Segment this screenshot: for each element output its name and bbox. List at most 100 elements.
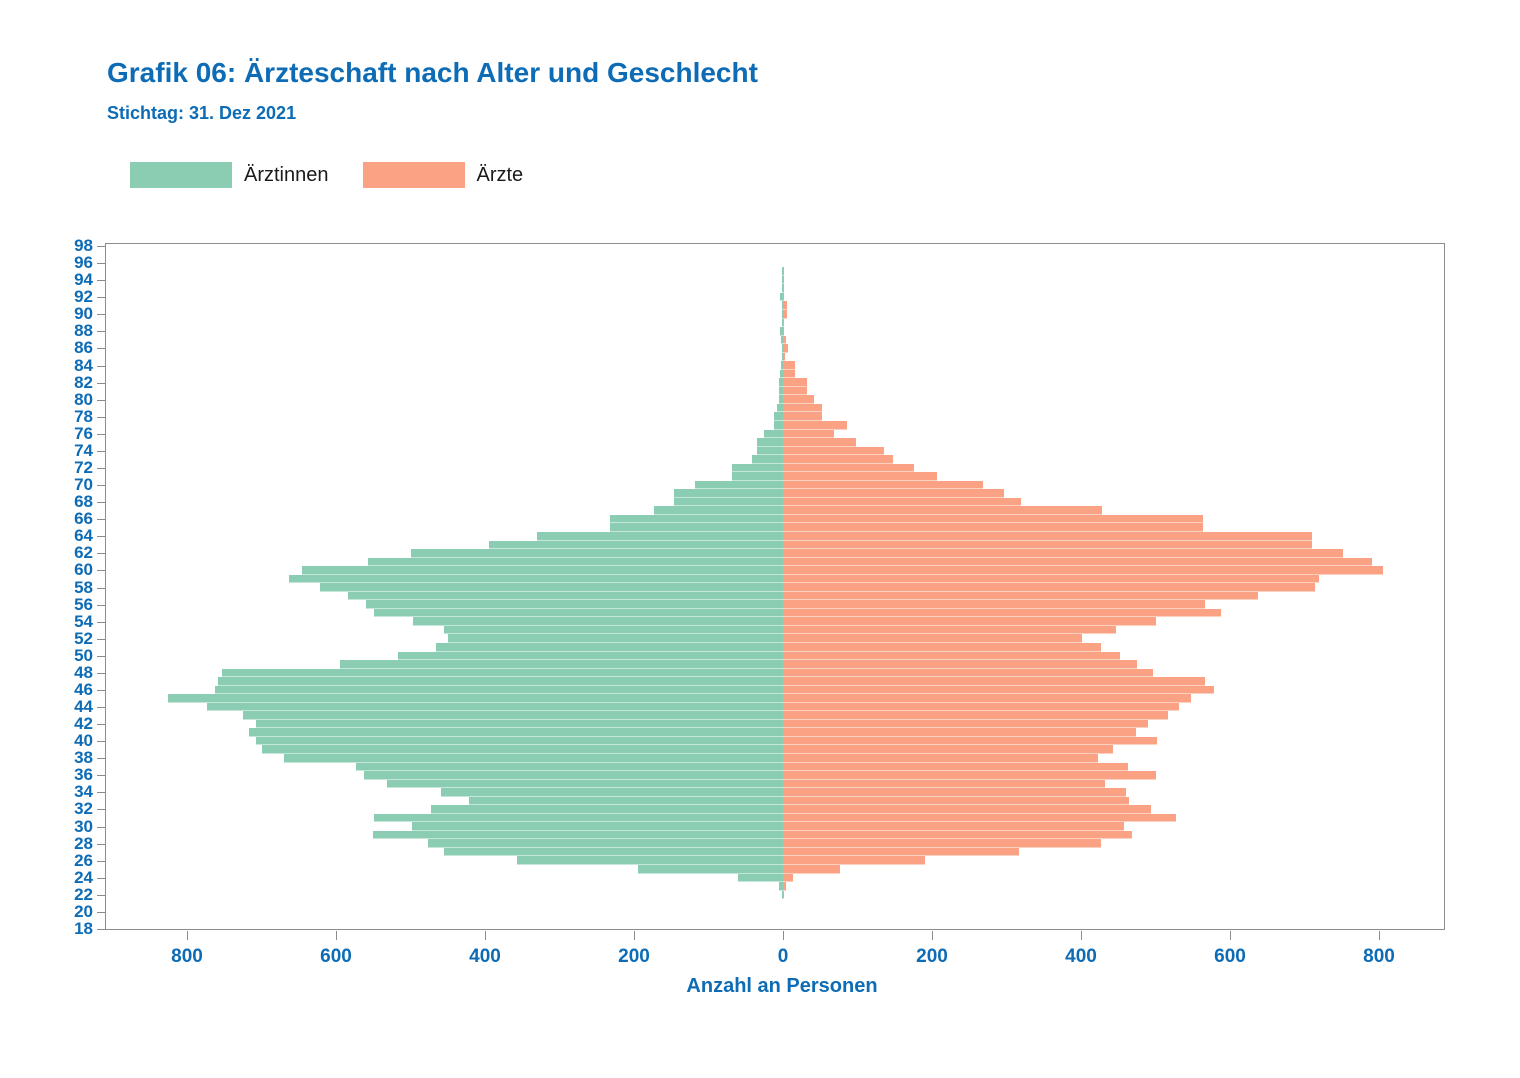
bar-aerztinnen-age-55: [373, 608, 783, 618]
y-tick-label-30: 30: [74, 816, 93, 836]
bar-aerztinnen-age-54: [412, 617, 783, 626]
bar-aerzte-age-32: [783, 805, 1152, 814]
bar-aerztinnen-age-50: [397, 651, 783, 661]
bar-aerzte-age-62: [783, 549, 1344, 558]
plot-area: 98 96 94 92 90 88 86 84 82 80 78 76 74 72 70 68 66 64 62 60…: [74, 236, 1445, 967]
y-tick-96: [97, 263, 105, 265]
y-tick-label-46: 46: [74, 679, 93, 699]
bar-aerztinnen-age-78: [774, 412, 783, 421]
y-tick-label-70: 70: [74, 475, 93, 495]
y-tick-56: [97, 604, 105, 606]
bar-aerztinnen-age-57: [347, 591, 783, 601]
x-tick-200-right: [932, 931, 933, 940]
bar-aerzte-age-93: [783, 284, 784, 293]
bar-aerztinnen-age-49: [340, 660, 783, 669]
bar-aerztinnen-age-45: [167, 694, 783, 703]
bar-aerztinnen-age-84: [780, 361, 783, 370]
x-tick-800-right: [1379, 931, 1380, 940]
bar-aerztinnen-age-64: [537, 532, 783, 541]
bar-aerzte-age-33: [783, 796, 1130, 806]
bar-aerztinnen-age-94: [782, 275, 783, 285]
bar-aerzte-age-52: [783, 634, 1082, 643]
bar-aerztinnen-age-69: [674, 489, 783, 498]
bar-aerzte-age-70: [783, 480, 983, 490]
bar-aerzte-age-31: [783, 813, 1177, 823]
y-tick-label-74: 74: [74, 440, 93, 460]
bar-aerztinnen-age-66: [610, 514, 783, 524]
bar-aerzte-age-66: [783, 514, 1204, 524]
y-tick-label-36: 36: [74, 765, 93, 785]
bar-aerztinnen-age-23: [778, 882, 783, 891]
y-tick-54: [97, 621, 105, 623]
y-tick-90: [97, 314, 105, 316]
y-tick-94: [97, 280, 105, 282]
bar-aerzte-age-79: [783, 403, 822, 413]
bar-aerztinnen-age-77: [774, 421, 783, 430]
bar-aerzte-age-67: [783, 506, 1102, 515]
legend: Ärztinnen Ärzte: [130, 161, 557, 189]
y-tick-label-22: 22: [74, 884, 93, 904]
bar-aerztinnen-age-53: [444, 625, 783, 635]
bar-aerzte-age-75: [783, 438, 856, 447]
bar-aerztinnen-age-63: [488, 540, 783, 550]
bar-aerzte-age-39: [783, 745, 1114, 754]
bar-aerztinnen-age-25: [637, 864, 783, 874]
y-tick-36: [97, 775, 105, 777]
bar-aerztinnen-age-46: [214, 685, 783, 695]
y-tick-label-26: 26: [74, 850, 93, 870]
bar-aerzte-age-53: [783, 625, 1116, 635]
y-tick-label-58: 58: [74, 577, 93, 597]
y-tick-92: [97, 297, 105, 299]
bar-aerzte-age-45: [783, 694, 1191, 703]
y-tick-label-40: 40: [74, 731, 93, 751]
y-tick-76: [97, 433, 105, 435]
y-tick-24: [97, 877, 105, 879]
bar-aerzte-age-76: [783, 429, 834, 439]
y-tick-label-64: 64: [74, 526, 93, 546]
bar-aerzte-age-69: [783, 489, 1005, 498]
y-tick-80: [97, 399, 105, 401]
y-tick-label-20: 20: [74, 901, 93, 921]
bar-aerzte-age-56: [783, 600, 1206, 609]
y-tick-98: [97, 246, 105, 247]
y-tick-72: [97, 467, 105, 469]
y-tick-26: [97, 860, 105, 862]
bar-aerzte-age-38: [783, 753, 1099, 763]
bar-aerztinnen-age-59: [289, 574, 783, 584]
bar-aerztinnen-age-24: [738, 873, 783, 883]
y-tick-78: [97, 416, 105, 418]
bar-aerzte-age-42: [783, 719, 1149, 729]
y-tick-label-56: 56: [74, 594, 93, 614]
bar-aerzte-age-47: [783, 677, 1205, 686]
bar-aerztinnen-age-67: [654, 506, 783, 515]
bar-aerztinnen-age-68: [674, 497, 783, 507]
bar-aerztinnen-age-70: [695, 480, 783, 490]
bar-aerzte-age-83: [783, 369, 795, 379]
y-tick-label-86: 86: [74, 338, 93, 358]
chart-subtitle: Stichtag: 31. Dez 2021: [107, 103, 297, 123]
x-tick-0: [783, 931, 784, 940]
bar-aerztinnen-age-90: [782, 310, 783, 319]
bar-aerzte-age-92: [783, 292, 784, 302]
bar-aerztinnen-age-89: [782, 318, 783, 328]
bar-aerzte-age-48: [783, 668, 1153, 678]
y-tick-label-54: 54: [74, 611, 93, 631]
y-tick-18: [97, 929, 105, 930]
bar-aerzte-age-73: [783, 455, 894, 464]
bar-aerzte-age-87: [783, 335, 786, 345]
y-tick-58: [97, 587, 105, 589]
bar-aerzte-age-58: [783, 583, 1315, 592]
legend-swatch-aerzte: [362, 162, 465, 188]
y-tick-64: [97, 536, 105, 538]
bar-aerzte-age-41: [783, 728, 1137, 737]
bar-aerzte-age-57: [783, 591, 1258, 601]
y-tick-label-62: 62: [74, 543, 93, 563]
bar-aerztinnen-age-28: [427, 839, 783, 848]
y-tick-label-38: 38: [74, 748, 93, 768]
y-tick-20: [97, 911, 105, 913]
y-tick-label-90: 90: [74, 304, 93, 324]
bar-aerzte-age-81: [783, 386, 807, 396]
bar-aerzte-age-28: [783, 839, 1102, 848]
bar-aerztinnen-age-26: [517, 856, 783, 865]
y-tick-label-18: 18: [74, 919, 93, 938]
